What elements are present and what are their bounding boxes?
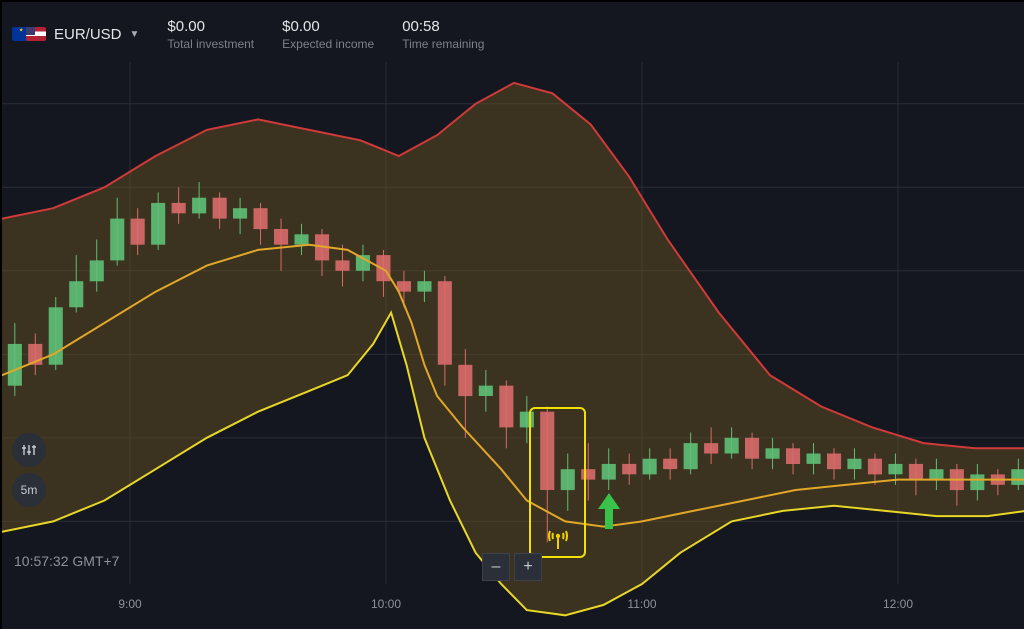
x-tick-label: 12:00 [883,597,913,611]
instrument-selector[interactable]: EUR/USD ▼ [12,26,139,43]
x-axis-labels: 9:00 10:00 11:00 12:00 [2,597,1022,613]
zoom-controls: – + [482,553,542,581]
stat-time-remaining: 00:58 Time remaining [402,18,484,51]
indicators-button[interactable] [12,433,46,467]
sliders-icon [21,442,37,458]
header-bar: EUR/USD ▼ $0.00 Total investment $0.00 E… [12,10,1012,58]
x-tick-label: 10:00 [371,597,401,611]
x-tick-label: 11:00 [627,597,656,611]
x-tick-label: 9:00 [118,597,141,611]
stat-value: $0.00 [167,18,254,35]
zoom-out-button[interactable]: – [482,553,510,581]
stat-value: 00:58 [402,18,484,35]
chart-area[interactable] [2,2,1022,627]
clock-label: 10:57:32 GMT+7 [14,553,119,569]
stat-expected-income: $0.00 Expected income [282,18,374,51]
stat-label: Total investment [167,37,254,51]
timeframe-button[interactable]: 5m [12,473,46,507]
pair-label: EUR/USD [54,26,122,43]
stat-value: $0.00 [282,18,374,35]
pair-flags [12,27,46,41]
chart-tools: 5m [12,433,46,507]
stat-label: Time remaining [402,37,484,51]
zoom-in-button[interactable]: + [514,553,542,581]
candlestick-chart[interactable] [2,2,1024,629]
trading-chart-frame: EUR/USD ▼ $0.00 Total investment $0.00 E… [0,0,1024,629]
stat-total-investment: $0.00 Total investment [167,18,254,51]
us-flag-icon [26,27,46,41]
chevron-down-icon: ▼ [130,29,140,40]
stat-label: Expected income [282,37,374,51]
